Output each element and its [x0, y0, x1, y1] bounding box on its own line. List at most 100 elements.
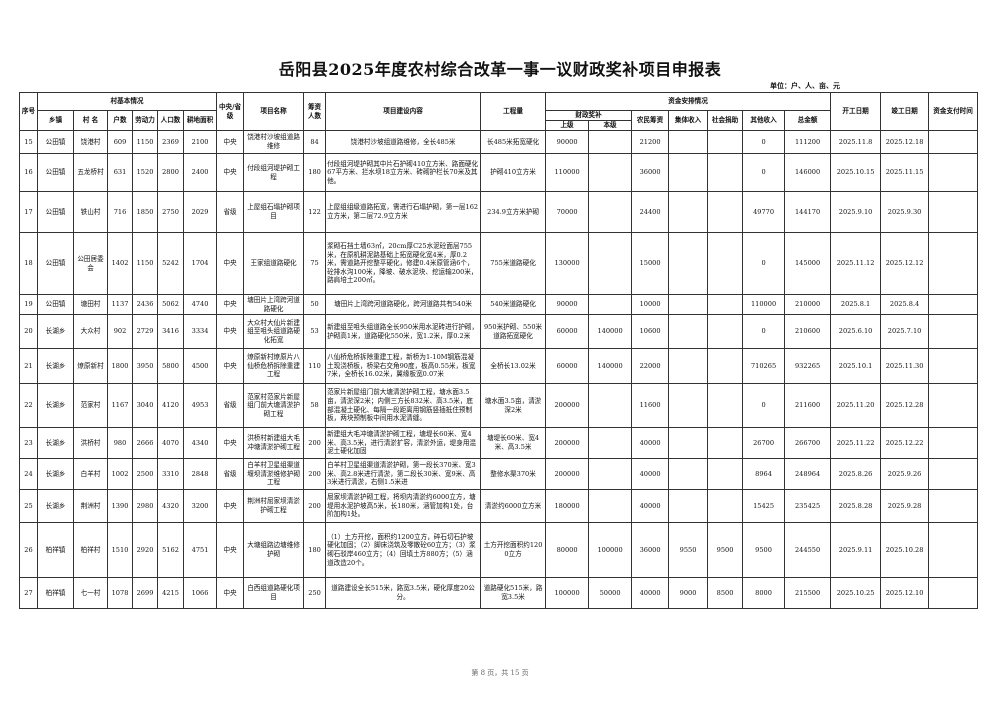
cell-labor: 3950 — [132, 348, 158, 384]
cell-level: 中央 — [216, 314, 245, 349]
cell-end: 2025.9.28 — [880, 489, 930, 523]
cell-level: 中央 — [216, 427, 245, 459]
cell-project-name: 塘田片上湾跨河道路硬化 — [243, 294, 305, 315]
cell-start: 2025.10.1 — [830, 348, 882, 384]
cell-social — [707, 294, 744, 315]
cell-farmer: 11600 — [631, 383, 670, 428]
cell-population: 4120 — [157, 383, 184, 428]
cell-start: 2025.6.10 — [830, 314, 882, 349]
page-title: 岳阳县2025年度农村综合改革一事一议财政奖补项目申报表 — [278, 60, 722, 79]
cell-funders: 250 — [303, 577, 327, 609]
cell-households: 1002 — [107, 458, 133, 490]
cell-start: 2025.10.25 — [830, 577, 882, 609]
cell-funders: 110 — [303, 348, 327, 384]
cell-quantity: 道路硬化515米，路宽3.5米 — [480, 577, 547, 609]
cell-project-name: 饶港村沙坡组道路维修 — [243, 130, 305, 154]
cell-other: 0 — [742, 383, 786, 428]
cell-content: 浆砌石挡土墙63㎡，20cm厚C25水泥砼面层755米，在原机耕泥路基础上拓宽硬… — [325, 232, 482, 295]
cell-level: 中央 — [216, 294, 245, 315]
header-farmland: 耕地面积 — [182, 110, 218, 131]
cell-farmland: 3200 — [182, 489, 218, 523]
cell-start: 2025.9.11 — [830, 522, 882, 578]
cell-pay-time — [928, 130, 979, 154]
header-local: 本级 — [588, 120, 633, 131]
cell-collective: 9550 — [668, 522, 709, 578]
cell-start: 2025.8.28 — [830, 489, 882, 523]
cell-project-name: 大塘组路边塘维修护砌 — [243, 522, 305, 578]
cell-total: 145000 — [784, 232, 832, 295]
cell-farmer: 40000 — [631, 489, 670, 523]
page-number: 第 8 页，共 15 页 — [471, 669, 529, 677]
cell-pay-time — [928, 383, 979, 428]
cell-collective — [668, 458, 709, 490]
cell-town: 公田镇 — [37, 294, 74, 315]
cell-pay-time — [928, 191, 979, 233]
cell-total: 248964 — [784, 458, 832, 490]
cell-population: 4320 — [157, 489, 184, 523]
header-farmer: 农民筹资 — [631, 110, 670, 131]
cell-project-name: 燎原新村燎原片八仙桥危桥拆除重建工程 — [243, 348, 305, 384]
table-row: 21 长湖乡 燎原新村 1800 3950 5800 4500 中央 燎原新村燎原片八仙桥危桥拆… — [19, 348, 979, 384]
cell-village: 柏祥村 — [73, 522, 108, 578]
cell-upper: 180000 — [545, 489, 590, 523]
cell-start: 2025.8.1 — [830, 294, 882, 315]
cell-collective — [668, 191, 709, 233]
table-row: 25 长湖乡 荆洲村 1390 2980 4320 3200 中央 荆洲村屈家坝清淤护砌工程 20… — [19, 489, 979, 523]
cell-population: 2800 — [157, 153, 184, 192]
cell-population: 5242 — [157, 232, 184, 295]
cell-upper: 100000 — [545, 577, 590, 609]
cell-farmer: 36000 — [631, 153, 670, 192]
cell-funders: 180 — [303, 153, 327, 192]
cell-funders: 122 — [303, 191, 327, 233]
cell-quantity: 950米护砌、550米道路拓宽硬化 — [480, 314, 547, 349]
cell-end: 2025.12.10 — [880, 577, 930, 609]
cell-local: 50000 — [588, 577, 633, 609]
cell-population: 2369 — [157, 130, 184, 154]
cell-farmland: 2400 — [182, 153, 218, 192]
cell-project-name: 上屋组石塌护砌项目 — [243, 191, 305, 233]
cell-collective — [668, 489, 709, 523]
cell-labor: 2666 — [132, 427, 158, 459]
table-row: 27 柏祥镇 七一村 1078 2699 4215 1066 中央 白西组道路硬化项目 250 道路… — [19, 577, 979, 609]
cell-population: 4215 — [157, 577, 184, 609]
cell-total: 111200 — [784, 130, 832, 154]
cell-level: 中央 — [216, 153, 245, 192]
cell-households: 1402 — [107, 232, 133, 295]
cell-social — [707, 458, 744, 490]
header-quantity: 工程量 — [480, 92, 547, 131]
header-pay-time: 资金支付时间 — [928, 92, 979, 131]
cell-farmland: 3334 — [182, 314, 218, 349]
cell-town: 长湖乡 — [37, 458, 74, 490]
header-start: 开工日期 — [830, 92, 882, 131]
cell-pay-time — [928, 489, 979, 523]
table-row: 26 柏祥镇 柏祥村 1510 2920 5162 4751 中央 大塘组路边塘维修护砌 180 （… — [19, 522, 979, 578]
cell-social — [707, 232, 744, 295]
cell-level: 省级 — [216, 458, 245, 490]
cell-start: 2025.10.15 — [830, 153, 882, 192]
cell-quantity: 540米道路硬化 — [480, 294, 547, 315]
cell-project-name: 洪桥村新建组大毛冲塘清淤护砌工程 — [243, 427, 305, 459]
header-village-info: 村基本情况 — [36, 92, 218, 111]
cell-local — [588, 383, 633, 428]
cell-level: 中央 — [216, 232, 245, 295]
header-town: 乡镇 — [37, 110, 74, 131]
cell-population: 3416 — [157, 314, 184, 349]
cell-seq: 18 — [19, 232, 38, 295]
cell-other: 15425 — [742, 489, 786, 523]
header-subsidy: 财政奖补 — [545, 110, 633, 121]
cell-funders: 75 — [303, 232, 327, 295]
cell-village: 五龙桥村 — [73, 153, 108, 192]
cell-households: 1510 — [107, 522, 133, 578]
cell-collective — [668, 314, 709, 349]
cell-upper: 200000 — [545, 458, 590, 490]
cell-upper: 60000 — [545, 348, 590, 384]
cell-village: 范家村 — [73, 383, 108, 428]
table-row: 15 公田镇 饶港村 609 1150 2369 2100 中央 饶港村沙坡组道路维修 84 饶港村… — [19, 130, 979, 154]
cell-pay-time — [928, 348, 979, 384]
cell-seq: 19 — [19, 294, 38, 315]
cell-quantity: 全桥长13.02米 — [480, 348, 547, 384]
cell-end: 2025.9.30 — [880, 191, 930, 233]
cell-other: 110000 — [742, 294, 786, 315]
cell-end: 2025.12.22 — [880, 427, 930, 459]
cell-pay-time — [928, 314, 979, 349]
